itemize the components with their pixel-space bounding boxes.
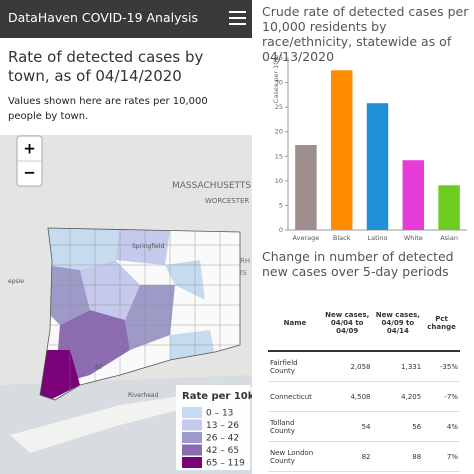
county-name: Tolland County <box>268 411 322 442</box>
table-cell: 88 <box>372 441 424 472</box>
bar <box>295 144 317 230</box>
y-tick-label: 35 <box>275 54 283 62</box>
column-header: Name <box>268 296 322 352</box>
town <box>115 228 170 265</box>
zoom-in[interactable]: + <box>23 140 36 158</box>
zoom-out[interactable]: − <box>23 164 36 182</box>
table-row: New London County 82 88 7% <box>268 441 460 472</box>
county-name: New London County <box>268 441 322 472</box>
x-tick-label: Asian <box>440 234 458 242</box>
x-tick-label: Average <box>293 234 320 242</box>
chart-title: Crude rate of detected cases per 10,000 … <box>262 4 469 64</box>
y-tick-label: 10 <box>275 177 283 185</box>
map-label: epsie <box>8 278 24 285</box>
table-cell: 4% <box>423 411 460 442</box>
map-label: IS <box>240 269 247 277</box>
bar <box>438 185 460 230</box>
left-panel: DataHaven COVID-19 Analysis Rate of dete… <box>0 0 252 474</box>
map-label: MASSACHUSETTS <box>172 181 251 191</box>
table-cell: 82 <box>321 441 373 472</box>
bar <box>366 103 389 230</box>
table-cell: 2,058 <box>321 351 373 382</box>
legend-label: 13 – 26 <box>206 421 239 431</box>
menu-button[interactable] <box>229 11 246 25</box>
y-tick-label: 15 <box>275 152 283 160</box>
town <box>40 228 120 270</box>
zoom-control: + − <box>16 135 43 187</box>
app-header: DataHaven COVID-19 Analysis <box>0 0 252 38</box>
info-panel: Rate of detected cases by town, as of 04… <box>0 38 252 135</box>
table-cell: 1,331 <box>372 351 424 382</box>
y-tick-label: 30 <box>275 79 283 87</box>
y-tick-label: 20 <box>275 128 283 136</box>
app-title: DataHaven COVID-19 Analysis <box>8 10 198 25</box>
county-name: Fairfield County <box>268 351 322 382</box>
map-labels: MASSACHUSETTS WORCESTER Springfield RH IS eps… <box>8 181 251 399</box>
legend-label: 0 – 13 <box>206 409 233 419</box>
x-tick-label: White <box>404 234 423 242</box>
y-axis-label: Cases per 10k <box>272 57 280 103</box>
column-header: New cases, 04/04 to 04/09 <box>321 296 373 352</box>
bar <box>330 70 353 231</box>
table-cell: -35% <box>423 351 460 382</box>
panel-subtitle: Values shown here are rates per 10,000 p… <box>8 96 208 122</box>
bar <box>402 160 425 230</box>
y-tick-label: 0 <box>279 226 283 234</box>
map-label: Riverhead <box>128 392 159 399</box>
map-label: WORCESTER <box>205 197 249 205</box>
bar-chart: Cases per 10k 0 5 10 15 20 25 30 35 Average Black… <box>272 54 467 242</box>
table-cell: 4,205 <box>372 381 424 412</box>
legend-swatch <box>182 419 202 431</box>
panel-title: Rate of detected cases by town, as of 04… <box>8 48 204 85</box>
y-tick-label: 5 <box>279 201 283 209</box>
town-borders <box>48 228 240 395</box>
legend-swatch <box>182 432 202 443</box>
legend-label: 26 – 42 <box>206 434 239 444</box>
data-table: Name New cases, 04/04 to 04/09 New cases, … <box>268 296 460 472</box>
column-header: New cases, 04/09 to 04/14 <box>372 296 424 352</box>
table-row: Tolland County 54 56 4% <box>268 411 460 442</box>
map: MASSACHUSETTS WORCESTER Springfield RH IS eps… <box>0 135 252 474</box>
map-label: BT <box>95 364 103 371</box>
table-row: Connecticut 4,508 4,205 -7% <box>268 381 460 412</box>
map-label: Springfield <box>132 243 165 250</box>
table-cell: 54 <box>321 411 373 442</box>
legend-swatch <box>182 444 202 456</box>
table-row: Fairfield County 2,058 1,331 -35% <box>268 351 460 382</box>
right-panel: Crude rate of detected cases per 10,000 … <box>252 0 474 474</box>
column-header: Pct change <box>423 296 460 352</box>
state-border <box>39 227 241 401</box>
table-header-row: Name New cases, 04/04 to 04/09 New cases, … <box>268 296 460 352</box>
legend-label: 65 – 119 <box>206 459 245 469</box>
x-tick-label: Black <box>333 234 351 242</box>
legend-swatch <box>182 457 202 468</box>
y-tick-label: 25 <box>275 103 283 111</box>
legend-swatch <box>182 407 202 418</box>
county-name: Connecticut <box>268 381 322 412</box>
map-label: RH <box>240 257 250 265</box>
x-tick-label: Latino <box>367 234 387 242</box>
town <box>40 350 80 400</box>
table-cell: 56 <box>372 411 424 442</box>
town <box>40 265 90 325</box>
table-cell: 4,508 <box>321 381 373 412</box>
town <box>125 285 175 350</box>
table-title: Change in number of detected new cases o… <box>262 249 454 279</box>
legend-title: Rate per 10k <box>182 391 252 402</box>
legend-label: 42 – 65 <box>206 446 239 456</box>
table-cell: -7% <box>423 381 460 412</box>
legend: Rate per 10k 0 – 13 13 – 26 26 – 42 42 – 65… <box>176 385 252 470</box>
table-cell: 7% <box>423 441 460 472</box>
